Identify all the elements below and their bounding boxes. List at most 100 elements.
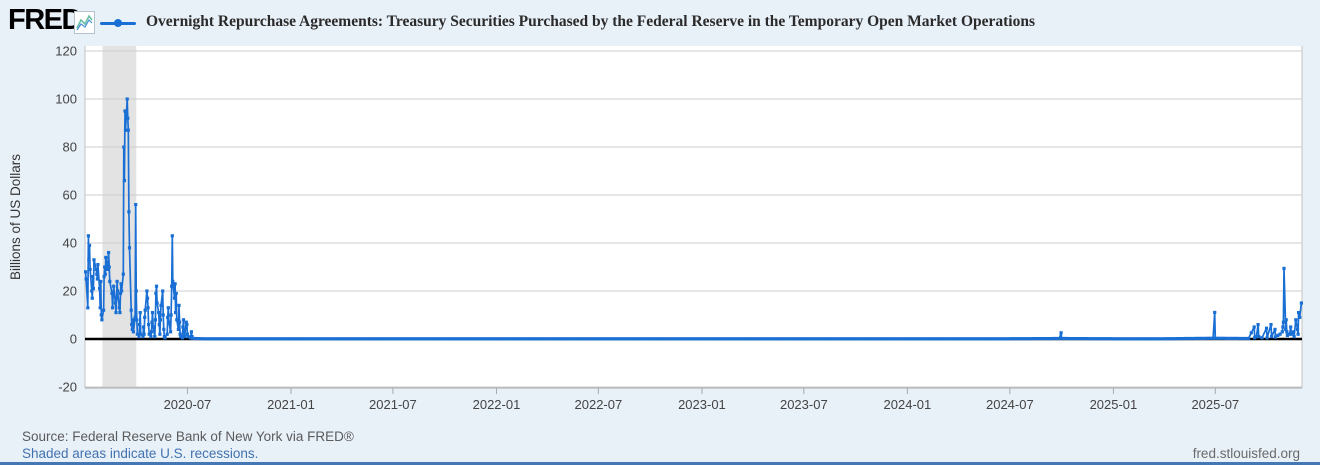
data-point-marker xyxy=(1060,336,1064,341)
data-point-marker xyxy=(116,289,120,293)
data-point-marker xyxy=(878,337,882,341)
data-point-marker xyxy=(744,337,748,341)
data-point-marker xyxy=(810,337,814,341)
data-point-marker xyxy=(1238,336,1242,341)
data-point-marker xyxy=(1147,337,1152,341)
recession-band xyxy=(102,46,137,388)
data-point-marker xyxy=(483,337,487,341)
data-point-marker xyxy=(1203,336,1207,340)
data-point-marker xyxy=(1136,337,1140,341)
data-point-marker xyxy=(1273,335,1278,339)
data-point-marker xyxy=(1159,337,1163,341)
data-point-marker xyxy=(881,337,885,341)
data-point-marker xyxy=(96,263,100,267)
fred-site-link[interactable]: fred.stlouisfed.org xyxy=(1192,446,1300,461)
chart-title: Overnight Repurchase Agreements: Treasur… xyxy=(146,13,1036,30)
data-point-marker xyxy=(370,337,374,341)
data-point-marker xyxy=(631,337,635,341)
data-point-marker xyxy=(219,337,224,341)
data-point-marker xyxy=(84,270,88,274)
data-point-marker xyxy=(278,337,282,341)
data-point-marker xyxy=(1006,337,1010,341)
data-point-marker xyxy=(415,337,419,341)
data-point-marker xyxy=(112,284,116,288)
data-point-marker xyxy=(960,337,964,341)
data-point-marker xyxy=(687,337,691,341)
data-point-marker xyxy=(673,337,677,341)
y-axis-title: Billions of US Dollars xyxy=(8,153,23,281)
data-point-marker xyxy=(628,337,633,341)
data-point-marker xyxy=(1200,336,1204,340)
data-point-marker xyxy=(499,337,504,341)
data-point-marker xyxy=(556,337,560,341)
data-point-marker xyxy=(670,337,674,341)
data-point-marker xyxy=(906,337,911,341)
data-point-marker xyxy=(234,337,238,341)
recession-note-link[interactable]: Shaded areas indicate U.S. recessions. xyxy=(22,446,259,461)
data-point-marker xyxy=(618,337,622,341)
data-point-marker xyxy=(1071,337,1075,341)
data-point-marker xyxy=(1222,336,1226,340)
data-point-marker xyxy=(186,335,190,339)
data-point-marker xyxy=(228,337,232,341)
data-point-marker xyxy=(1049,337,1053,341)
data-point-marker xyxy=(971,337,975,341)
data-point-marker xyxy=(787,337,791,341)
data-point-marker xyxy=(350,337,355,341)
data-point-marker xyxy=(127,246,132,250)
data-point-marker xyxy=(855,337,859,341)
data-point-marker xyxy=(1284,318,1288,322)
x-tick-label: 2020-07 xyxy=(164,397,212,412)
data-point-marker xyxy=(478,337,482,341)
data-point-marker xyxy=(179,335,183,339)
data-point-marker xyxy=(1017,337,1022,341)
data-point-marker xyxy=(426,337,430,341)
data-point-marker xyxy=(145,296,150,300)
data-point-marker xyxy=(553,337,557,341)
fred-logo[interactable]: FRED xyxy=(8,4,82,36)
data-point-marker xyxy=(214,337,218,341)
data-point-marker xyxy=(280,337,284,341)
data-point-marker xyxy=(126,116,130,120)
data-point-marker xyxy=(87,243,92,247)
data-point-marker xyxy=(1265,336,1269,340)
data-point-marker xyxy=(1181,337,1185,341)
data-point-marker xyxy=(161,313,165,317)
data-point-marker xyxy=(114,296,119,300)
data-point-marker xyxy=(94,267,98,271)
data-point-marker xyxy=(525,337,529,341)
data-point-marker xyxy=(662,337,666,341)
data-point-marker xyxy=(486,337,490,341)
data-point-marker xyxy=(864,337,868,341)
data-point-marker xyxy=(601,337,605,341)
data-point-marker xyxy=(319,337,323,341)
data-point-marker xyxy=(847,337,851,341)
data-point-marker xyxy=(205,337,209,341)
data-point-marker xyxy=(359,337,363,341)
data-point-marker xyxy=(453,337,457,341)
data-point-marker xyxy=(830,337,834,341)
data-point-marker xyxy=(180,336,184,340)
data-point-marker xyxy=(146,306,150,310)
data-point-marker xyxy=(990,337,994,341)
data-point-marker xyxy=(781,337,785,341)
data-point-marker xyxy=(909,337,913,341)
data-point-marker xyxy=(122,179,126,183)
data-point-marker xyxy=(1197,336,1201,340)
data-point-marker xyxy=(937,337,942,341)
data-point-marker xyxy=(208,337,212,341)
data-point-marker xyxy=(1128,337,1132,341)
data-point-marker xyxy=(584,337,588,341)
data-point-marker xyxy=(189,330,193,334)
data-point-marker xyxy=(86,306,90,310)
data-point-marker xyxy=(139,332,143,336)
legend-dot-icon xyxy=(114,19,122,27)
data-point-marker xyxy=(84,277,88,281)
x-tick-label: 2021-01 xyxy=(267,397,315,412)
data-point-marker xyxy=(932,337,936,341)
data-point-marker xyxy=(1077,337,1081,341)
data-point-marker xyxy=(333,337,338,341)
data-point-marker xyxy=(261,337,265,341)
